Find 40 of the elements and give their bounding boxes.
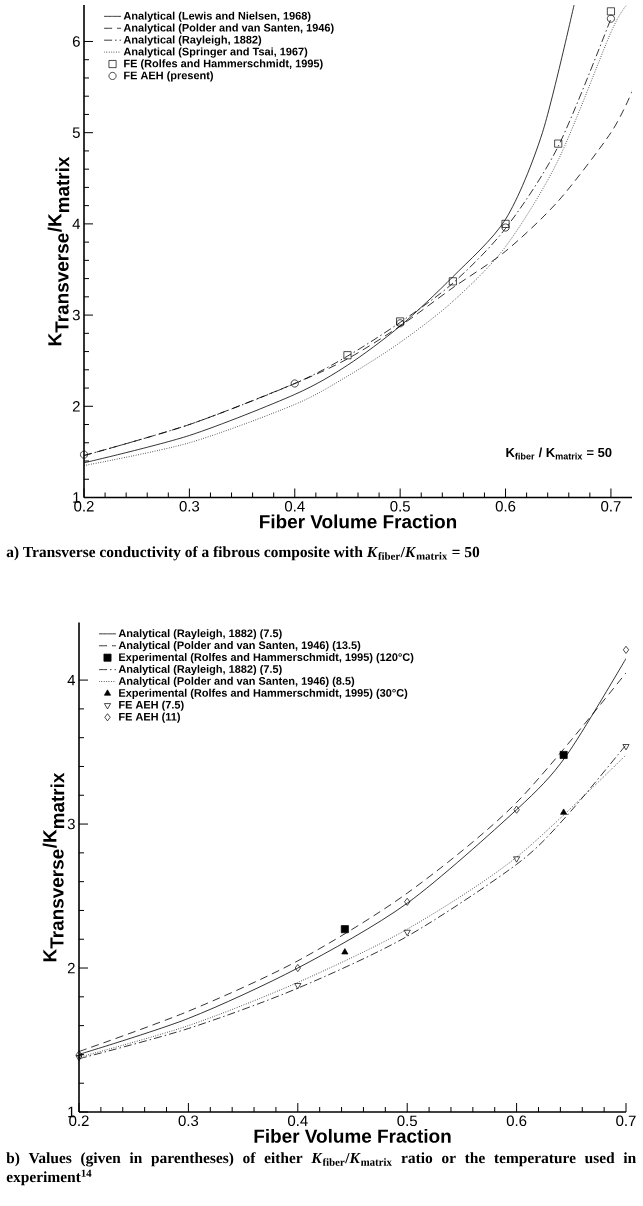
y-axis-title: $\textbf{K}_{\textbf{Transverse}} \textbf{/} \textbf{K}_{\textbf{matrix}}$ <box>42 772 65 962</box>
legend-label: Analytical (Polder and van Santen, 1946) (8.5) <box>118 676 355 688</box>
annotation: K$_{fiber}$ / K$_{matrix}$ = 50 <box>506 447 612 460</box>
legend-label: FE AEH (present) <box>124 71 213 82</box>
legend-label: Analytical (Polder and van Santen, 1946) <box>123 23 334 34</box>
x-tick-label: 0.7 <box>616 1115 636 1127</box>
legend-label: Analytical (Rayleigh, 1882) (7.5) <box>118 664 282 676</box>
y-tick-label: 2 <box>67 962 75 974</box>
x-tick-label: 0.4 <box>284 501 305 512</box>
y-tick-label: 6 <box>72 36 80 47</box>
y-tick-label: 4 <box>72 218 81 230</box>
legend-label: FE AEH (11) <box>119 712 180 723</box>
x-tick-label: 0.5 <box>390 501 410 512</box>
legend-label: Experimental (Rolfes and Hammerschmidt, 1995) (120°C) <box>119 652 414 664</box>
x-tick-label: 0.5 <box>397 1115 417 1127</box>
x-axis-title: Fiber Volume Fraction <box>254 1128 451 1143</box>
legend-label: Analytical (Polder and van Santen, 1946) (13.5) <box>118 641 361 652</box>
x-tick-label: 0.3 <box>179 501 200 512</box>
x-axis-title: Fiber Volume Fraction <box>260 514 457 529</box>
x-tick-label: 0.4 <box>287 1115 308 1127</box>
x-tick-label: 0.2 <box>74 501 94 512</box>
text: a) Transverse conductivity of a fibrous composite with K$_{fiber}$/K$_{matrix}$ = 50 <box>6 546 480 561</box>
x-tick-label: 0.6 <box>506 1115 527 1127</box>
x-tick-label: 0.3 <box>178 1115 199 1127</box>
legend-label: Analytical (Rayleigh, 1882) <box>123 35 262 46</box>
y-tick-label: 4 <box>67 674 76 686</box>
text: b) Values (given in parentheses) of either K$_{fiber}$/K$_{matrix}$ ratio or the temperature used in experiment$^{14}$ <box>6 1152 636 1186</box>
y-tick-label: 3 <box>67 818 75 830</box>
y-tick-label: 3 <box>72 309 80 321</box>
legend-label: Experimental (Rolfes and Hammerschmidt, 1995) (30°C) <box>119 688 408 699</box>
x-tick-label: 0.6 <box>495 501 516 512</box>
legend-label: Analytical (Rayleigh, 1882) (7.5) <box>118 629 282 640</box>
legend-label: FE AEH (7.5) <box>119 700 184 711</box>
legend-label: FE (Rolfes and Hammerschmidt, 1995) <box>124 59 323 70</box>
legend-label: Analytical (Lewis and Nielsen, 1968) <box>123 11 311 22</box>
y-axis-title: $\textbf{K}_{\textbf{Transverse}} \textbf{/} \textbf{K}_{\textbf{matrix}}$ <box>47 156 70 346</box>
y-tick-label: 5 <box>72 127 80 138</box>
y-tick-label: 2 <box>72 401 80 412</box>
x-tick-label: 0.7 <box>601 501 621 512</box>
legend-label: Analytical (Springer and Tsai, 1967) <box>123 47 308 58</box>
